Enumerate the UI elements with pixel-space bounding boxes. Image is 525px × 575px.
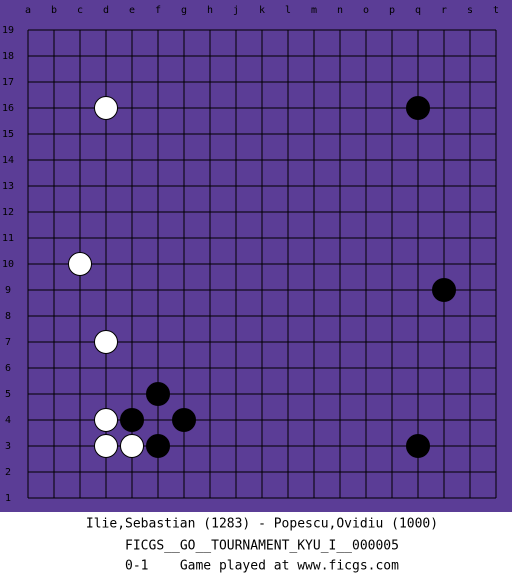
stone: [94, 408, 118, 432]
column-label: q: [415, 5, 421, 16]
column-label: c: [77, 5, 83, 16]
column-label: t: [493, 5, 499, 16]
stone: [146, 434, 170, 458]
row-label: 16: [2, 103, 14, 114]
row-label: 12: [2, 207, 14, 218]
row-label: 9: [5, 285, 11, 296]
column-label: j: [233, 5, 239, 16]
stone: [94, 96, 118, 120]
event: FICGS__GO__TOURNAMENT_KYU_I__000005: [125, 539, 399, 554]
column-label: f: [155, 5, 161, 16]
row-label: 7: [5, 337, 11, 348]
column-label: p: [389, 5, 395, 16]
stone: [432, 278, 456, 302]
row-label: 1: [5, 493, 11, 504]
stone: [68, 252, 92, 276]
column-label: e: [129, 5, 135, 16]
column-label: k: [259, 5, 265, 16]
row-label: 5: [5, 389, 11, 400]
row-label: 6: [5, 363, 11, 374]
result: 0-1 Game played at www.ficgs.com: [125, 559, 399, 574]
row-label: 11: [2, 233, 14, 244]
stone: [172, 408, 196, 432]
column-label: n: [337, 5, 343, 16]
column-label: m: [311, 5, 317, 16]
column-label: d: [103, 5, 109, 16]
column-label: b: [51, 5, 57, 16]
stone: [94, 330, 118, 354]
row-label: 15: [2, 129, 14, 140]
column-label: r: [441, 5, 447, 16]
row-label: 3: [5, 441, 11, 452]
column-label: o: [363, 5, 369, 16]
stone: [406, 96, 430, 120]
row-label: 10: [2, 259, 14, 270]
row-label: 2: [5, 467, 11, 478]
stone: [146, 382, 170, 406]
stone: [94, 434, 118, 458]
row-label: 18: [2, 51, 14, 62]
row-label: 14: [2, 155, 14, 166]
row-label: 13: [2, 181, 14, 192]
stone: [120, 434, 144, 458]
column-label: h: [207, 5, 213, 16]
column-label: s: [467, 5, 473, 16]
players: Ilie,Sebastian (1283) - Popescu,Ovidiu (…: [86, 517, 438, 532]
column-label: g: [181, 5, 187, 16]
stone: [120, 408, 144, 432]
row-label: 17: [2, 77, 14, 88]
row-label: 19: [2, 25, 14, 36]
stone: [406, 434, 430, 458]
column-label: a: [25, 5, 31, 16]
column-label: l: [285, 5, 291, 16]
row-label: 8: [5, 311, 11, 322]
row-label: 4: [5, 415, 11, 426]
